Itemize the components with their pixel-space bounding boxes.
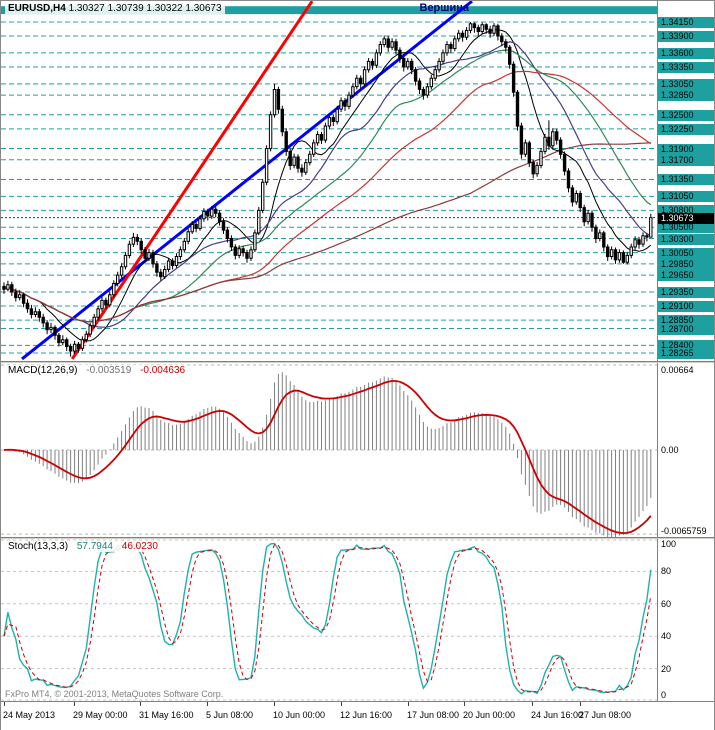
stoch-d-line bbox=[3, 544, 652, 693]
price-level-label: 1.29650 bbox=[658, 270, 714, 281]
macd-scale-label: -0.0065759 bbox=[661, 526, 707, 536]
stoch-header: Stoch(13,3,3) 57.7944 46.0230 bbox=[5, 541, 161, 552]
macd-header: MACD(12,26,9) -0.003519 -0.004636 bbox=[5, 365, 189, 376]
stoch-scale-label: 0 bbox=[661, 690, 667, 700]
macd-scale[interactable]: 0.00664 0.00 -0.0065759 bbox=[657, 363, 714, 537]
peak-annotation: Вершина bbox=[419, 2, 469, 14]
time-tick bbox=[4, 702, 5, 706]
price-level-label: 1.30500 bbox=[658, 222, 714, 233]
macd-signal-line bbox=[3, 380, 652, 535]
stoch-d-value: 46.0230 bbox=[121, 541, 158, 552]
macd-chart bbox=[1, 364, 657, 537]
stoch-scale-label: 100 bbox=[661, 539, 677, 549]
trendline-blue-uptrend[interactable] bbox=[21, 1, 473, 361]
time-tick bbox=[464, 702, 465, 706]
price-panel: EURUSD,H4 1.30327 1.30739 1.30322 1.3067… bbox=[1, 1, 714, 361]
stoch-k-line bbox=[3, 542, 652, 695]
macd-main-value: -0.003519 bbox=[86, 365, 132, 376]
price-level-label: 1.29100 bbox=[658, 301, 714, 312]
time-tick bbox=[274, 702, 275, 706]
time-label: 31 May 16:00 bbox=[139, 710, 194, 720]
ohlc-values: 1.30327 1.30739 1.30322 1.30673 bbox=[68, 3, 222, 14]
panel-splitter-1[interactable] bbox=[1, 361, 714, 363]
candle-bodies-bear bbox=[2, 23, 649, 352]
copyright-text: FxPro MT4, © 2001-2013, MetaQuotes Softw… bbox=[5, 689, 224, 699]
symbol-timeframe: EURUSD,H4 bbox=[8, 3, 66, 14]
panel-splitter-2[interactable] bbox=[1, 537, 714, 539]
price-level-label: 1.28400 bbox=[658, 340, 714, 351]
macd-label: MACD(12,26,9) bbox=[8, 365, 78, 376]
stoch-label: Stoch(13,3,3) bbox=[8, 541, 69, 552]
macd-panel: MACD(12,26,9) -0.003519 -0.004636 0.0066… bbox=[1, 363, 714, 537]
price-level-label: 1.28850 bbox=[658, 315, 714, 326]
macd-signal-value: -0.004636 bbox=[140, 365, 186, 376]
stoch-scale-label: 60 bbox=[661, 599, 672, 609]
time-tick bbox=[341, 702, 342, 706]
stoch-scale[interactable]: 100 80 60 40 20 0 bbox=[657, 539, 714, 701]
chart-header: EURUSD,H4 1.30327 1.30739 1.30322 1.3067… bbox=[5, 3, 225, 14]
price-chart bbox=[1, 1, 657, 361]
price-level-label: 1.29350 bbox=[658, 287, 714, 298]
price-level-label: 1.30050 bbox=[658, 248, 714, 259]
price-level-label: 1.32500 bbox=[658, 110, 714, 121]
price-level-label: 1.33900 bbox=[658, 31, 714, 42]
price-level-label: 1.33350 bbox=[658, 62, 714, 73]
time-tick bbox=[140, 702, 141, 706]
stoch-scale-label: 20 bbox=[661, 664, 672, 674]
ma-34-line bbox=[3, 49, 652, 323]
price-scale[interactable]: 1.34150 1.33900 1.33600 1.33350 1.33050 1.328… bbox=[657, 1, 714, 361]
price-level-label: 1.30300 bbox=[658, 234, 714, 245]
price-level-label: 1.33050 bbox=[658, 79, 714, 90]
stoch-scale-label: 40 bbox=[661, 631, 672, 641]
time-tick bbox=[580, 702, 581, 706]
time-tick bbox=[532, 702, 533, 706]
stoch-scale-label: 80 bbox=[661, 566, 672, 576]
price-plot[interactable]: EURUSD,H4 1.30327 1.30739 1.30322 1.3067… bbox=[1, 1, 657, 361]
macd-scale-label: 0.00 bbox=[661, 445, 679, 455]
time-label: 27 Jun 08:00 bbox=[579, 710, 632, 720]
time-tick bbox=[74, 702, 75, 706]
time-axis[interactable]: 24 May 2013 29 May 00:00 31 May 16:00 5 Jun… bbox=[1, 701, 714, 730]
price-level-label: 1.32250 bbox=[658, 124, 714, 135]
ma-120-line bbox=[3, 142, 651, 323]
time-label: 17 Jun 08:00 bbox=[407, 710, 460, 720]
ma-21-line bbox=[3, 41, 652, 328]
resistance-band bbox=[1, 6, 657, 15]
time-tick bbox=[408, 702, 409, 706]
price-level-label: 1.31050 bbox=[658, 191, 714, 202]
time-label: 20 Jun 00:00 bbox=[463, 710, 516, 720]
time-label: 24 May 2013 bbox=[3, 710, 56, 720]
macd-plot[interactable]: MACD(12,26,9) -0.003519 -0.004636 bbox=[1, 363, 657, 537]
price-level-label: 1.31700 bbox=[658, 155, 714, 166]
ma-10-line bbox=[3, 29, 652, 342]
price-level-label: 1.31900 bbox=[658, 144, 714, 155]
stoch-panel: Stoch(13,3,3) 57.7944 46.0230 FxPro MT4,… bbox=[1, 539, 714, 701]
stoch-k-value: 57.7944 bbox=[76, 541, 113, 552]
time-label: 24 Jun 16:00 bbox=[531, 710, 584, 720]
time-label: 29 May 00:00 bbox=[73, 710, 128, 720]
price-level-label: 1.34150 bbox=[658, 17, 714, 28]
time-label: 12 Jun 16:00 bbox=[340, 710, 393, 720]
candle-bodies-bull bbox=[6, 23, 653, 352]
trendline-red-uptrend[interactable] bbox=[70, 1, 314, 360]
price-level-label: 1.29850 bbox=[658, 259, 714, 270]
price-level-label: 1.28700 bbox=[658, 324, 714, 335]
price-level-label: 1.33600 bbox=[658, 48, 714, 59]
price-level-label: 1.32850 bbox=[658, 90, 714, 101]
price-level-label: 1.30800 bbox=[658, 205, 714, 216]
time-label: 10 Jun 00:00 bbox=[273, 710, 326, 720]
time-label: 5 Jun 08:00 bbox=[206, 710, 254, 720]
current-price-label: 1.30673 bbox=[658, 213, 714, 224]
macd-scale-label: 0.00664 bbox=[661, 365, 694, 375]
price-level-label: 1.31350 bbox=[658, 174, 714, 185]
time-tick bbox=[207, 702, 208, 706]
stoch-plot[interactable]: Stoch(13,3,3) 57.7944 46.0230 FxPro MT4,… bbox=[1, 539, 657, 701]
stoch-chart bbox=[1, 539, 657, 701]
price-level-label: 1.28265 bbox=[658, 348, 714, 359]
